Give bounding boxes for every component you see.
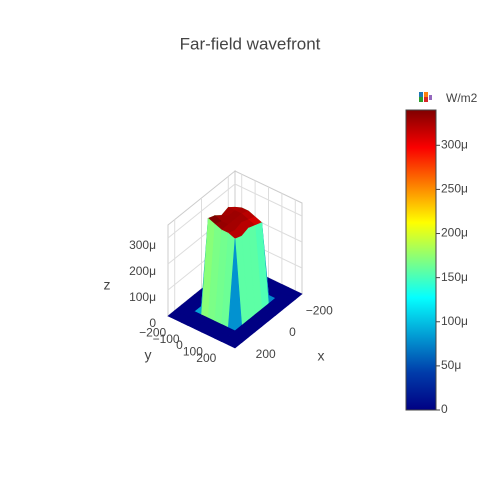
colorbar-tick-label: 0 bbox=[441, 402, 448, 416]
z-tick-label: 300μ bbox=[129, 238, 156, 252]
z-axis-title: z bbox=[104, 277, 111, 293]
y-tick-label: −200 bbox=[139, 325, 166, 339]
x-tick-label: −200 bbox=[306, 304, 333, 318]
colorbar-tick-label: 200μ bbox=[441, 226, 468, 240]
grid-line bbox=[167, 183, 303, 239]
x-axis-title: x bbox=[318, 348, 325, 364]
surface bbox=[167, 206, 303, 349]
colorbar-title: W/m2 bbox=[446, 91, 478, 105]
z-tick-label: 0 bbox=[149, 316, 156, 330]
x-tick-label: 0 bbox=[289, 325, 296, 339]
colorbar-tick-label: 100μ bbox=[441, 314, 468, 328]
colorbar-icon bbox=[419, 92, 432, 102]
colorbar-tick-label: 150μ bbox=[441, 270, 468, 284]
y-axis-title: y bbox=[145, 347, 152, 363]
colorbar-tick-label: 50μ bbox=[441, 358, 461, 372]
y-tick-label: 200 bbox=[196, 351, 216, 365]
chart-title: Far-field wavefront bbox=[180, 34, 321, 53]
z-tick-label: 100μ bbox=[129, 290, 156, 304]
x-tick-label: 200 bbox=[256, 347, 276, 361]
colorbar-tick-label: 300μ bbox=[441, 137, 468, 151]
colorbar-tick-label: 250μ bbox=[441, 182, 468, 196]
y-tick-label: 100 bbox=[183, 345, 203, 359]
z-tick-label: 200μ bbox=[129, 264, 156, 278]
colorbar bbox=[405, 109, 437, 411]
y-tick-label: 0 bbox=[176, 338, 183, 352]
y-tick-label: −100 bbox=[153, 332, 180, 346]
surface-cell bbox=[227, 339, 243, 349]
